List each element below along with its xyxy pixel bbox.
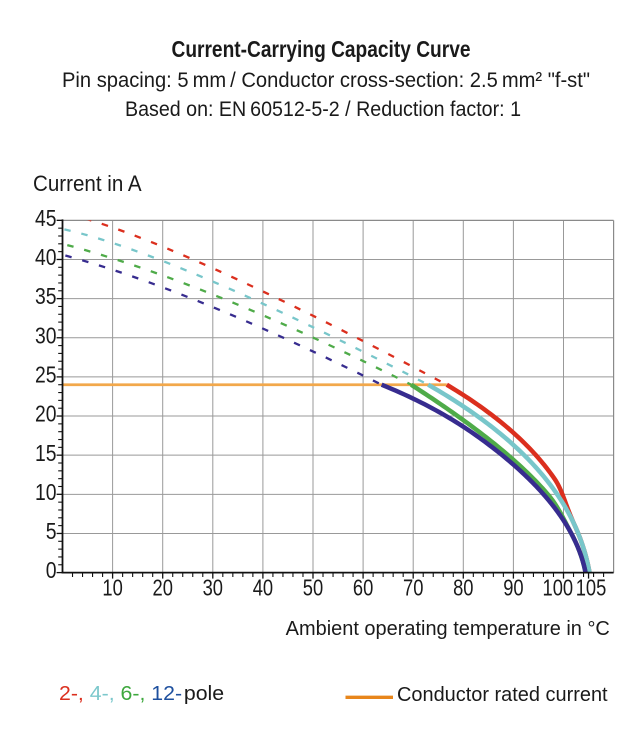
svg-text:25: 25	[35, 362, 57, 388]
svg-text:5: 5	[46, 518, 57, 544]
svg-text:40: 40	[35, 244, 57, 270]
svg-text:100: 100	[543, 575, 574, 601]
svg-text:10: 10	[102, 575, 122, 601]
svg-text:0: 0	[46, 557, 57, 583]
svg-text:10: 10	[35, 479, 57, 505]
svg-text:20: 20	[35, 401, 57, 427]
svg-text:60: 60	[353, 575, 373, 601]
svg-text:35: 35	[35, 283, 57, 309]
svg-text:80: 80	[453, 575, 473, 601]
svg-text:70: 70	[403, 575, 423, 601]
svg-text:40: 40	[253, 575, 273, 601]
svg-text:15: 15	[35, 440, 57, 466]
svg-text:105: 105	[576, 575, 607, 601]
svg-text:20: 20	[153, 575, 173, 601]
svg-text:30: 30	[35, 322, 57, 348]
svg-text:45: 45	[35, 205, 57, 231]
svg-text:90: 90	[503, 575, 523, 601]
svg-text:30: 30	[203, 575, 223, 601]
svg-text:50: 50	[303, 575, 323, 601]
